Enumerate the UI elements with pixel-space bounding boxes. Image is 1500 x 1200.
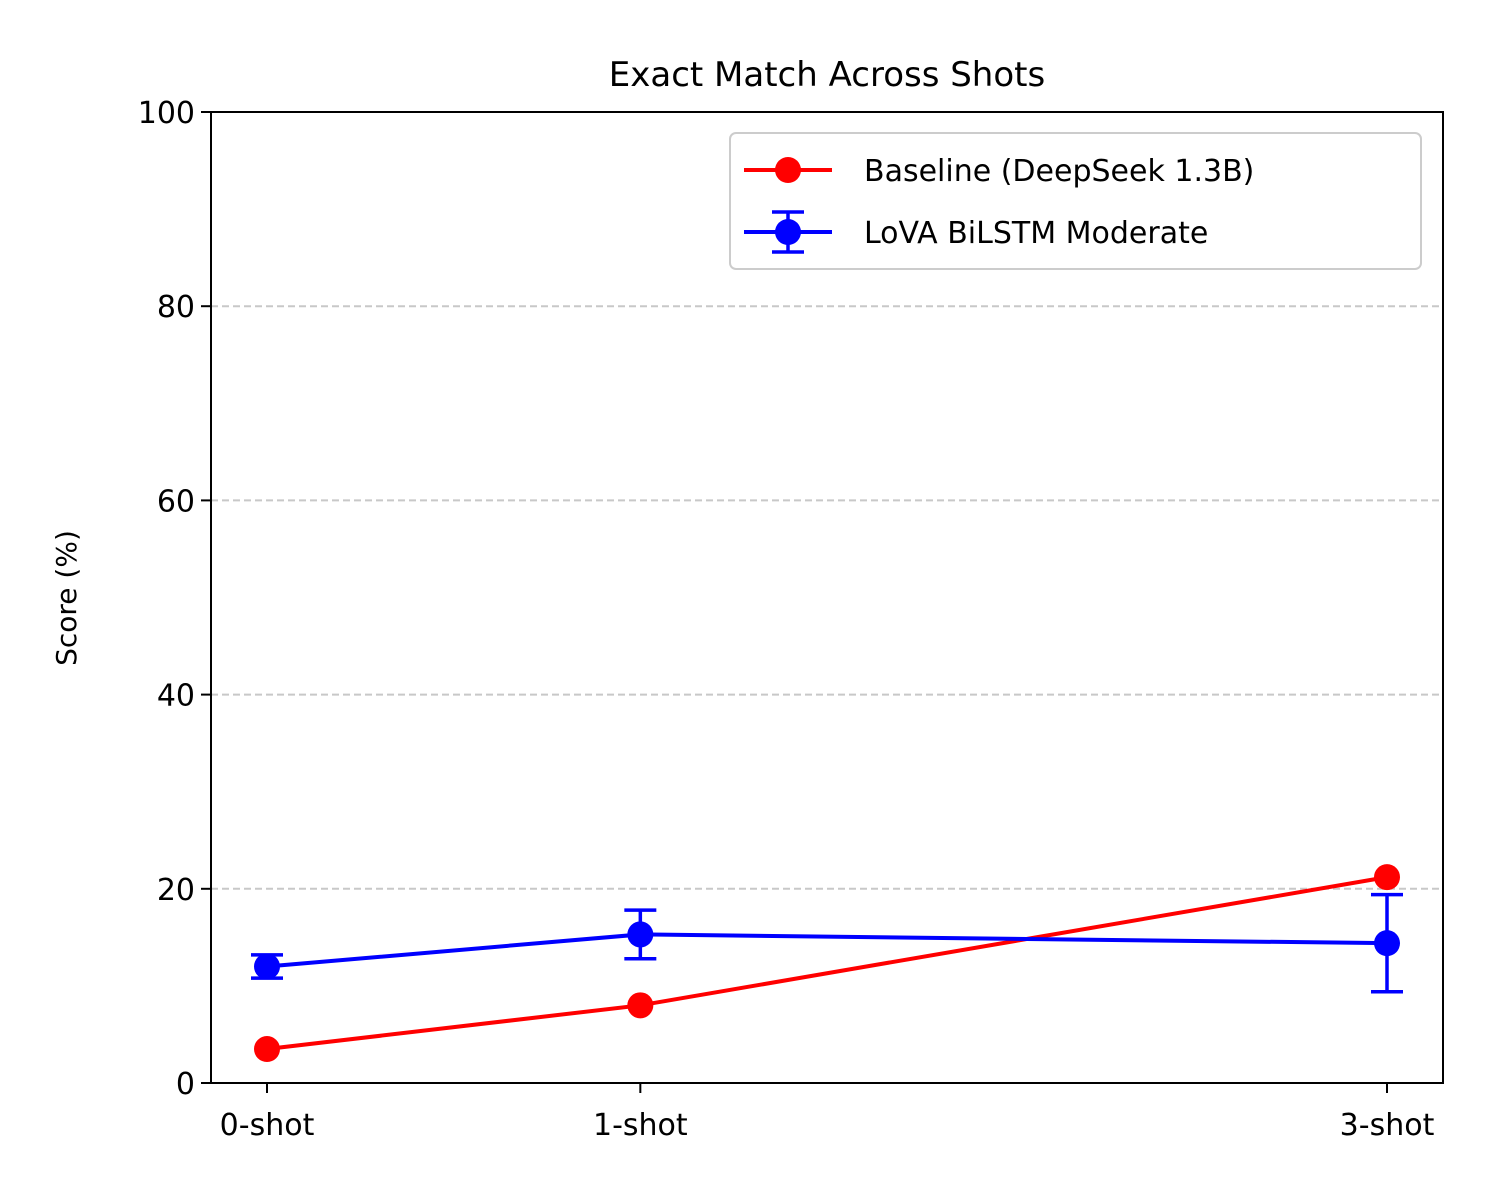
legend: Baseline (DeepSeek 1.3B) LoVA BiLSTM Mode…	[729, 132, 1422, 270]
legend-entries: Baseline (DeepSeek 1.3B) LoVA BiLSTM Mode…	[744, 154, 1254, 254]
series-1	[251, 892, 1403, 994]
data-point	[1374, 930, 1400, 957]
legend-label: Baseline (DeepSeek 1.3B)	[864, 154, 1254, 189]
y-tick-label: 40	[157, 679, 195, 714]
data-point	[254, 953, 280, 980]
grid-lines	[211, 305, 1443, 890]
y-tick-label: 100	[138, 96, 195, 131]
y-tick-label: 60	[157, 484, 195, 519]
chart-title: Exact Match Across Shots	[609, 55, 1045, 95]
data-point	[254, 1036, 280, 1063]
x-tick-label: 1-shot	[593, 1108, 688, 1143]
y-tick-label: 0	[176, 1067, 195, 1102]
legend-item: LoVA BiLSTM Moderate	[744, 210, 1208, 254]
legend-box	[729, 132, 1422, 270]
y-tick-label: 20	[157, 873, 195, 908]
legend-marker	[775, 157, 801, 183]
y-axis-label: Score (%)	[50, 530, 83, 666]
y-axis-ticks: 0 20 40 60 80 100	[138, 96, 211, 1102]
x-axis-ticks: 0-shot 1-shot 3-shot	[220, 1083, 1435, 1143]
y-tick-label: 80	[157, 290, 195, 325]
legend-item: Baseline (DeepSeek 1.3B)	[744, 154, 1254, 189]
series-0	[254, 864, 1400, 1063]
x-tick-label: 0-shot	[220, 1108, 315, 1143]
data-point	[627, 921, 654, 948]
legend-label: LoVA BiLSTM Moderate	[864, 216, 1208, 251]
data-point	[627, 992, 654, 1019]
legend-marker	[775, 219, 801, 245]
data-point	[1374, 864, 1400, 891]
x-tick-label: 3-shot	[1340, 1108, 1435, 1143]
plot-frame	[210, 111, 1444, 1084]
series-lines	[251, 864, 1403, 1063]
